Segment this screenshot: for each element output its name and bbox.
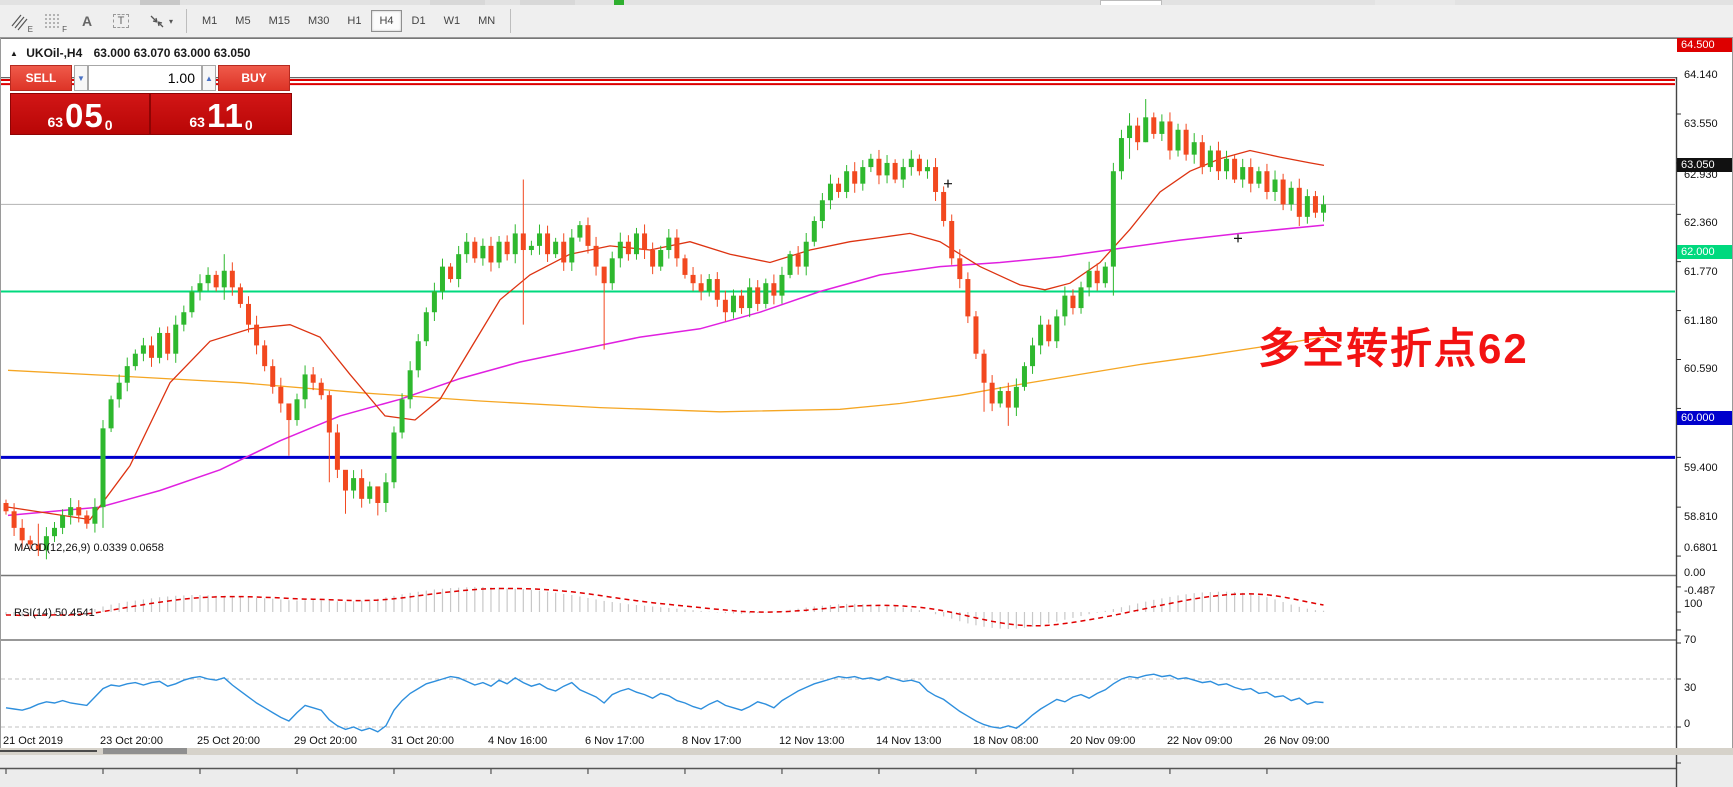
scrollbar-track-mark [0,750,97,752]
scrollbar-thumb[interactable] [103,748,187,754]
timeframe-button-w1[interactable]: W1 [436,10,469,32]
text-label-icon[interactable]: A [81,13,93,29]
ask-price-display[interactable]: 63 11 0 [150,93,292,135]
timeframe-button-h4[interactable]: H4 [371,10,402,32]
volume-input[interactable] [88,65,202,91]
timeframe-group: M1 M5 M15 M30 H1 H4 D1 W1 MN [193,10,504,32]
timeframe-button-m30[interactable]: M30 [300,10,337,32]
macd-indicator-label: MACD(12,26,9) 0.0339 0.0658 [14,542,164,554]
timeframe-button-h1[interactable]: H1 [339,10,369,32]
chart-canvas[interactable] [0,77,1733,787]
ask-sup: 0 [244,117,253,133]
sell-button[interactable]: SELL [10,65,72,91]
timeframe-button-m1[interactable]: M1 [194,10,225,32]
bid-sup: 0 [104,117,113,133]
buy-button[interactable]: BUY [218,65,290,91]
timeframe-button-mn[interactable]: MN [470,10,503,32]
horizontal-scrollbar[interactable] [0,748,1733,755]
arrows-icon[interactable]: ▾ [140,8,180,34]
window-left-edge [0,38,1,748]
fibonacci-icon[interactable]: F [38,8,68,34]
timeframe-button-m15[interactable]: M15 [261,10,298,32]
collapse-icon[interactable]: ▲ [10,49,18,58]
bid-prefix: 63 [47,114,64,130]
chart-annotation[interactable]: 多空转折点62 [1258,325,1529,372]
ask-main: 11 [206,97,244,134]
text-box-icon[interactable]: T [106,8,136,34]
volume-increase-button[interactable]: ▲ [202,65,216,91]
chart-window: ▲ UKOil-,H4 63.000 63.070 63.000 63.050 … [0,38,1733,787]
toolbar-separator [510,9,512,33]
upper-toolbar-sliver [0,0,1733,7]
fast-ma [7,149,1325,521]
slow-ma [7,336,1325,413]
ohlc-values: 63.000 63.070 63.000 63.050 [93,46,251,60]
chevron-down-icon: ▾ [168,16,173,26]
symbol-label: UKOil-,H4 [26,46,83,60]
equidistant-channel-icon[interactable]: E [4,8,34,34]
chart-title: ▲ UKOil-,H4 63.000 63.070 63.000 63.050 [10,46,250,60]
bid-price-display[interactable]: 63 05 0 [10,93,150,135]
mid-ma [7,224,1325,517]
timeframe-button-m5[interactable]: M5 [227,10,258,32]
ask-prefix: 63 [189,114,205,130]
drawing-toolbar: E F A T ▾ M1 M5 M15 M30 H1 H4 D1 W1 MN [0,5,1733,38]
rsi-indicator-label: RSI(14) 50.4541 [14,607,95,619]
volume-decrease-button[interactable]: ▼ [74,65,88,91]
timeframe-button-d1[interactable]: D1 [404,10,434,32]
bid-main: 05 [65,97,104,134]
toolbar-separator [186,9,187,33]
